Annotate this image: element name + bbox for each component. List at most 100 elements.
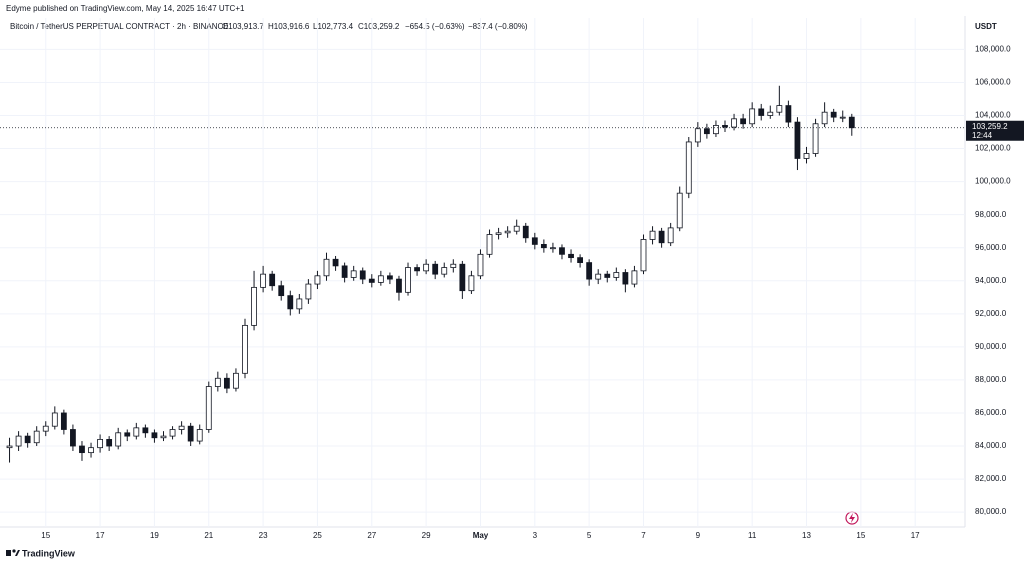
candle-body xyxy=(803,153,810,159)
candle-body xyxy=(115,432,122,447)
candle-body xyxy=(278,285,285,297)
candle-body xyxy=(269,273,276,287)
candle-body xyxy=(97,439,103,449)
brand-logo xyxy=(6,549,20,556)
y-tick-label: 90,000.0 xyxy=(975,342,1007,351)
candle-body xyxy=(142,427,149,434)
candle-body xyxy=(749,108,756,125)
x-tick-label: May xyxy=(473,531,489,540)
candle-body xyxy=(60,412,67,430)
candle-body xyxy=(51,412,58,427)
legend-open: O103,913.7 xyxy=(222,22,264,31)
candle-body xyxy=(432,263,439,275)
x-tick-label: 13 xyxy=(802,531,811,540)
candle-body xyxy=(423,263,430,272)
candle-body xyxy=(821,111,828,125)
candle-body xyxy=(305,283,312,300)
y-tick-label: 104,000.0 xyxy=(975,111,1011,120)
x-tick-label: 5 xyxy=(587,531,592,540)
candle-body xyxy=(703,128,710,135)
candle-body xyxy=(196,429,203,442)
candle-body xyxy=(522,225,529,239)
candle-body xyxy=(631,270,638,285)
candle-body xyxy=(559,247,565,255)
candle-body xyxy=(794,121,801,159)
candle-body xyxy=(242,324,248,374)
candle-body xyxy=(377,275,384,283)
candle-body xyxy=(486,234,493,255)
candle-body xyxy=(694,128,701,143)
candle-body xyxy=(450,263,457,268)
legend-close: C103,259.2 xyxy=(358,22,400,31)
candle-body xyxy=(160,435,167,439)
candle-body xyxy=(133,427,140,437)
candle-body xyxy=(341,265,348,278)
candle-body xyxy=(359,270,366,280)
candle-body xyxy=(812,123,819,154)
x-tick-label: 3 xyxy=(533,531,538,540)
x-tick-label: 25 xyxy=(313,531,322,540)
y-tick-label: 80,000.0 xyxy=(975,507,1007,516)
candle-body xyxy=(214,377,221,387)
x-tick-label: 27 xyxy=(367,531,376,540)
candle-body xyxy=(178,425,185,430)
candle-body xyxy=(251,286,257,326)
x-tick-label: 7 xyxy=(641,531,646,540)
candle-body xyxy=(649,230,656,240)
legend-low: L102,773.4 xyxy=(313,22,354,31)
candle-body xyxy=(15,435,22,447)
y-tick-label: 84,000.0 xyxy=(975,441,1007,450)
x-tick-label: 9 xyxy=(696,531,701,540)
y-tick-label: 106,000.0 xyxy=(975,78,1011,87)
candle-body xyxy=(622,272,629,285)
y-axis-label: USDT xyxy=(975,22,997,31)
candle-body xyxy=(414,267,420,272)
candle-body xyxy=(205,386,212,430)
candle-body xyxy=(468,275,475,292)
candles xyxy=(6,85,855,463)
y-tick-label: 88,000.0 xyxy=(975,375,1007,384)
y-tick-label: 94,000.0 xyxy=(975,276,1007,285)
candle-body xyxy=(124,432,131,437)
candle-body xyxy=(550,247,556,250)
last-price-box xyxy=(966,120,1024,141)
publisher: Edyme published on TradingView.com, May … xyxy=(6,4,245,13)
candle-body xyxy=(106,439,113,447)
candle-body xyxy=(441,267,448,275)
candle-body xyxy=(70,429,76,447)
y-tick-label: 100,000.0 xyxy=(975,177,1011,186)
candle-body xyxy=(785,105,792,123)
x-tick-label: 23 xyxy=(259,531,268,540)
x-tick-label: 15 xyxy=(856,531,865,540)
y-tick-label: 96,000.0 xyxy=(975,243,1007,252)
y-tick-label: 86,000.0 xyxy=(975,408,1007,417)
candle-body xyxy=(586,262,593,280)
candle-body xyxy=(477,253,484,277)
candle-body xyxy=(88,447,94,454)
candle-body xyxy=(323,258,330,277)
candle-body xyxy=(513,225,520,232)
candle-body xyxy=(667,227,674,244)
x-tick-label: 17 xyxy=(96,531,105,540)
candle-body xyxy=(830,111,837,118)
y-tick-label: 102,000.0 xyxy=(975,144,1011,153)
candle-body xyxy=(33,430,40,444)
candle-body xyxy=(540,244,547,249)
candle-body xyxy=(187,425,194,442)
x-tick-label: 21 xyxy=(204,531,213,540)
candle-body xyxy=(531,237,538,245)
candle-body xyxy=(776,105,783,113)
candle-body xyxy=(233,372,239,389)
candle-body xyxy=(6,445,13,449)
candle-body xyxy=(24,435,31,444)
y-tick-label: 82,000.0 xyxy=(975,474,1007,483)
candle-body xyxy=(223,377,230,389)
candle-body xyxy=(722,125,728,128)
y-tick-label: 98,000.0 xyxy=(975,210,1007,219)
candle-body xyxy=(613,272,620,278)
candle-body xyxy=(387,275,393,280)
legend-change2: −837.4 (−0.80%) xyxy=(468,22,528,31)
candle-body xyxy=(405,267,411,293)
